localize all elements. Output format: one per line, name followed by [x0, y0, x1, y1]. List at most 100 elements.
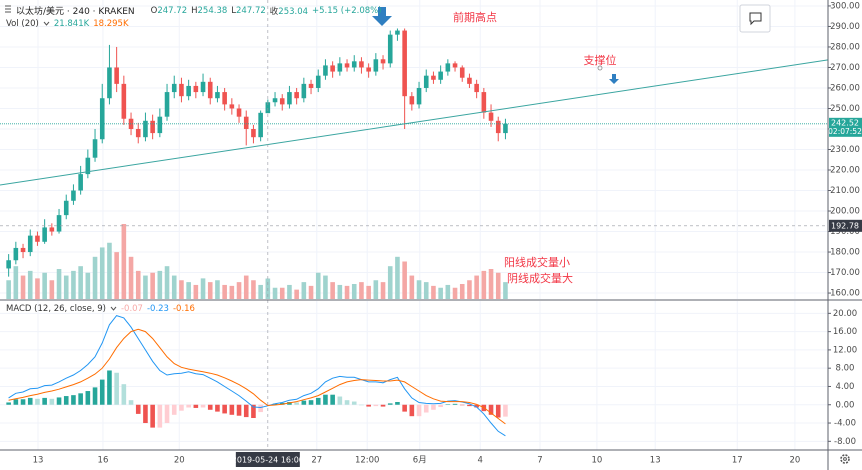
volume-bar	[467, 280, 472, 299]
macd-histogram-bar	[308, 400, 314, 405]
ohlc-label: O	[150, 5, 158, 16]
candle-body	[42, 227, 47, 242]
x-tick-label: 13	[33, 456, 44, 466]
macd-histogram-bar	[301, 400, 307, 405]
macd-histogram-bar	[323, 394, 328, 405]
macd-histogram-bar	[438, 404, 443, 408]
anchor-point	[597, 65, 603, 71]
macd-histogram-bar	[467, 404, 472, 407]
volume-bar	[330, 282, 335, 299]
macd-histogram-bar	[171, 404, 177, 415]
volume-bar	[236, 282, 242, 299]
y-tick-label: 220.00	[830, 166, 860, 176]
y-tick-label: 280.00	[830, 42, 860, 52]
y-tick-label: 200.00	[830, 207, 860, 217]
volume-bar	[78, 266, 83, 299]
y-tick-label: 270.00	[830, 63, 860, 73]
volume-bar	[287, 284, 292, 299]
ohlc-item: H254.38	[191, 6, 227, 16]
y-tick-label: 260.00	[830, 83, 860, 93]
macd-title: MACD (12, 26, close, 9)	[6, 304, 106, 314]
chevron[interactable]	[110, 306, 117, 312]
candle-body	[207, 81, 213, 99]
macd-histogram-bar	[193, 404, 199, 408]
macd-histogram-bar	[114, 372, 119, 405]
macd-histogram-bar	[92, 387, 98, 405]
macd-histogram-bar	[20, 399, 26, 405]
candle-body	[366, 67, 371, 72]
candle-body	[92, 139, 98, 158]
volume-bar	[488, 269, 494, 299]
ohlc-label: L	[231, 5, 237, 16]
volume-bar	[27, 270, 33, 299]
candle-body	[49, 227, 55, 232]
volume-bar	[6, 280, 11, 299]
candle-body	[171, 83, 177, 93]
macd-histogram-bar	[35, 398, 40, 405]
macd-histogram-bar	[243, 404, 249, 418]
candle-body	[373, 59, 379, 72]
candle-body	[359, 61, 364, 68]
macd-histogram-bar	[452, 403, 458, 405]
candle-body	[308, 83, 314, 88]
candle-body	[416, 87, 422, 105]
volume-bar	[301, 282, 307, 299]
macd-histogram-bar	[423, 404, 429, 413]
annotation: 阴线成交量大	[507, 271, 573, 285]
candle-body	[380, 59, 386, 64]
countdown-label: 02:07:52	[828, 127, 862, 136]
y-tick-label: 0.00	[836, 400, 855, 410]
volume-bar	[164, 266, 170, 299]
volume-bar	[179, 280, 184, 299]
menu-icon[interactable]	[5, 5, 11, 13]
macd-histogram-bar	[503, 404, 508, 417]
volume-bar	[409, 275, 415, 299]
macd-histogram-bar	[431, 404, 436, 410]
volume-bar	[193, 284, 199, 299]
candle-body	[445, 63, 451, 72]
macd-histogram-bar	[351, 401, 357, 405]
chevron[interactable]	[43, 21, 50, 27]
macd-histogram-bar	[13, 399, 19, 405]
crosshair-price-badge	[829, 219, 862, 232]
comment-button[interactable]	[739, 4, 771, 33]
candle-body	[272, 98, 278, 103]
ohlc-label: H	[191, 5, 198, 16]
y-tick-label: 16.00	[833, 327, 857, 337]
volume-bar	[387, 266, 393, 299]
candle-body	[56, 215, 62, 232]
crosshair-time-badge	[235, 452, 300, 467]
macd-histogram-bar	[495, 404, 501, 418]
volume-bar	[107, 242, 112, 299]
macd-histogram-bar	[78, 393, 83, 405]
volume-bar	[63, 275, 69, 299]
grid	[0, 0, 828, 450]
candle-body	[35, 235, 40, 242]
volume-bar	[13, 266, 19, 299]
annotation: 阳线成交量小	[504, 255, 570, 269]
candle-body	[71, 190, 76, 201]
volume-bar	[359, 282, 364, 299]
macd-histogram-bar	[294, 402, 299, 405]
annotation: 前期高点	[453, 10, 497, 24]
signal-value: -0.16	[172, 304, 195, 314]
candle-body	[243, 116, 249, 129]
candle-body	[164, 92, 170, 117]
volume-bar	[474, 275, 479, 299]
candle-body	[63, 200, 69, 216]
x-tick-label: 13	[650, 456, 661, 466]
macd-histogram-bar	[85, 391, 91, 405]
macd-histogram-bar	[222, 404, 227, 414]
macd-histogram-bar	[416, 404, 422, 417]
annotation: 支撑位	[584, 53, 617, 67]
ohlc-item: O247.72	[151, 6, 187, 16]
volume-bar	[215, 280, 220, 299]
volume-bar	[186, 282, 191, 299]
macd-histogram-bar	[143, 404, 148, 424]
macd-histogram-bar	[409, 404, 415, 417]
candle-body	[431, 75, 436, 80]
settings-icon[interactable]	[840, 454, 850, 464]
candle-body	[107, 67, 112, 99]
volume-bar	[294, 289, 299, 299]
candle-body	[330, 65, 335, 72]
